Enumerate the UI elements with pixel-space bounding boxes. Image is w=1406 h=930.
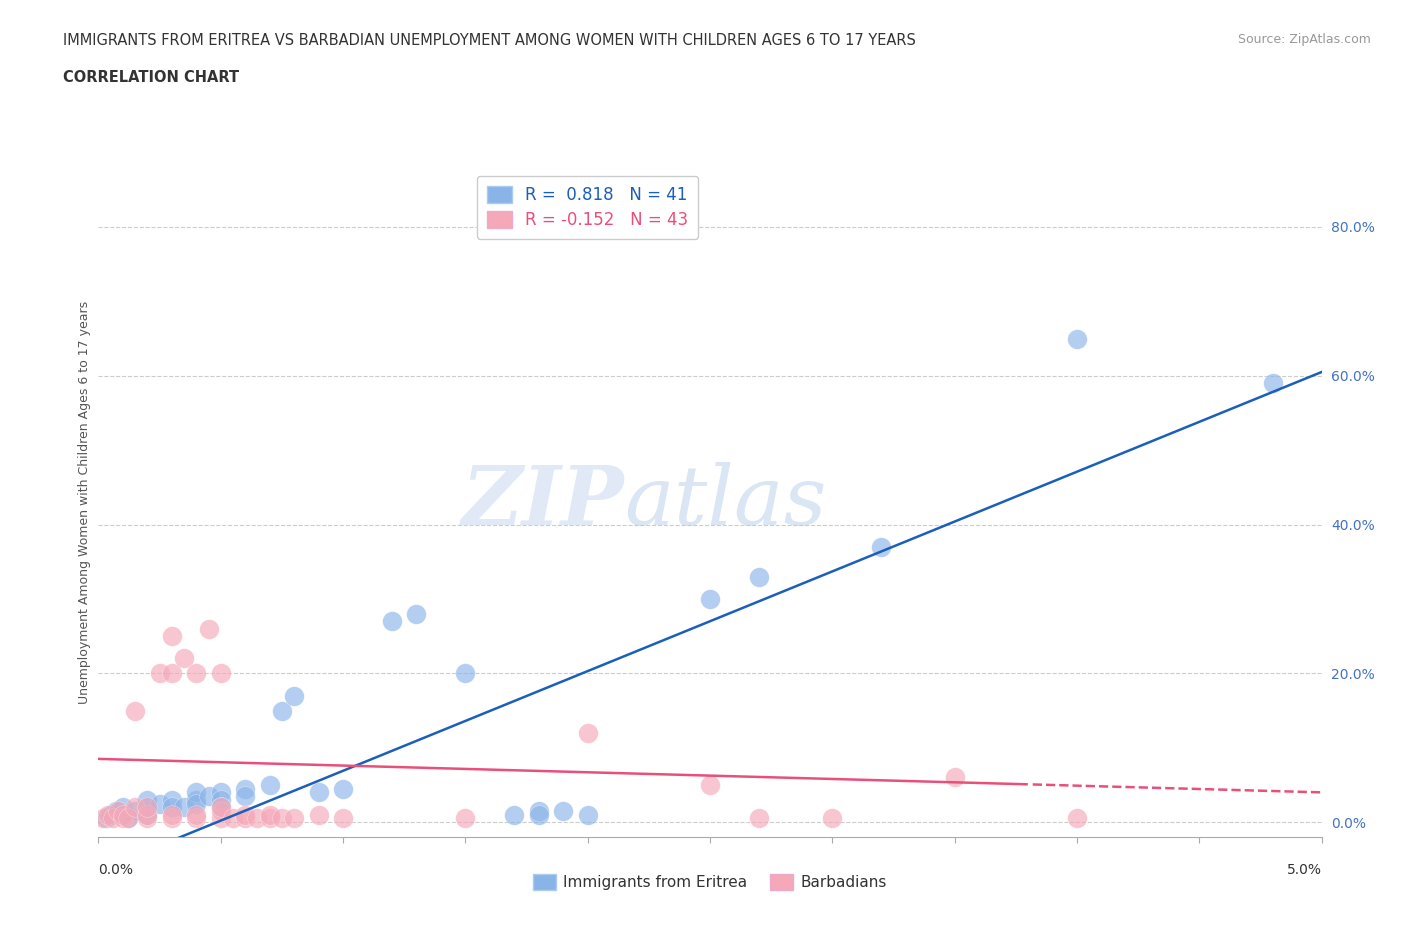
- Point: [308, 807, 330, 822]
- Point: [160, 629, 183, 644]
- Point: [270, 703, 292, 718]
- Point: [209, 800, 232, 815]
- Point: [186, 811, 208, 826]
- Point: [748, 569, 770, 584]
- Point: [209, 792, 232, 807]
- Point: [160, 807, 183, 822]
- Point: [186, 666, 208, 681]
- Text: ZIP: ZIP: [461, 462, 624, 542]
- Text: IMMIGRANTS FROM ERITREA VS BARBADIAN UNEMPLOYMENT AMONG WOMEN WITH CHILDREN AGES: IMMIGRANTS FROM ERITREA VS BARBADIAN UNE…: [63, 33, 917, 47]
- Point: [186, 807, 208, 822]
- Point: [270, 811, 292, 826]
- Point: [186, 796, 208, 811]
- Point: [111, 811, 134, 826]
- Point: [503, 807, 526, 822]
- Point: [283, 688, 305, 703]
- Point: [111, 807, 134, 822]
- Point: [1066, 811, 1088, 826]
- Point: [149, 796, 172, 811]
- Point: [209, 800, 232, 815]
- Point: [283, 811, 305, 826]
- Point: [381, 614, 404, 629]
- Point: [870, 539, 893, 554]
- Text: 0.0%: 0.0%: [98, 863, 134, 877]
- Text: atlas: atlas: [624, 462, 827, 542]
- Point: [259, 777, 281, 792]
- Point: [100, 807, 122, 822]
- Point: [576, 725, 599, 740]
- Text: CORRELATION CHART: CORRELATION CHART: [63, 70, 239, 85]
- Point: [111, 807, 134, 822]
- Point: [94, 811, 117, 826]
- Point: [233, 781, 256, 796]
- Point: [821, 811, 844, 826]
- Point: [104, 804, 127, 818]
- Point: [405, 606, 427, 621]
- Text: Source: ZipAtlas.com: Source: ZipAtlas.com: [1237, 33, 1371, 46]
- Point: [553, 804, 575, 818]
- Point: [136, 800, 159, 815]
- Point: [1261, 376, 1284, 391]
- Point: [136, 807, 159, 822]
- Point: [943, 770, 966, 785]
- Point: [136, 807, 159, 822]
- Point: [332, 781, 354, 796]
- Point: [160, 792, 183, 807]
- Point: [124, 703, 146, 718]
- Point: [259, 811, 281, 826]
- Point: [454, 811, 477, 826]
- Point: [160, 811, 183, 826]
- Point: [117, 811, 139, 826]
- Point: [91, 811, 114, 826]
- Point: [527, 807, 550, 822]
- Point: [209, 666, 232, 681]
- Point: [233, 811, 256, 826]
- Point: [186, 785, 208, 800]
- Point: [209, 811, 232, 826]
- Point: [576, 807, 599, 822]
- Y-axis label: Unemployment Among Women with Children Ages 6 to 17 years: Unemployment Among Women with Children A…: [79, 300, 91, 704]
- Point: [136, 811, 159, 826]
- Point: [197, 789, 219, 804]
- Point: [233, 789, 256, 804]
- Point: [454, 666, 477, 681]
- Point: [111, 800, 134, 815]
- Point: [160, 666, 183, 681]
- Point: [173, 651, 195, 666]
- Point: [149, 666, 172, 681]
- Point: [117, 811, 139, 826]
- Point: [173, 800, 195, 815]
- Point: [1066, 331, 1088, 346]
- Point: [222, 811, 245, 826]
- Text: 5.0%: 5.0%: [1286, 863, 1322, 877]
- Point: [527, 804, 550, 818]
- Point: [246, 811, 269, 826]
- Point: [699, 591, 721, 606]
- Legend: Immigrants from Eritrea, Barbadians: Immigrants from Eritrea, Barbadians: [527, 868, 893, 897]
- Point: [124, 804, 146, 818]
- Point: [124, 800, 146, 815]
- Point: [160, 800, 183, 815]
- Point: [209, 804, 232, 818]
- Point: [748, 811, 770, 826]
- Point: [332, 811, 354, 826]
- Point: [101, 811, 124, 826]
- Point: [186, 792, 208, 807]
- Point: [308, 785, 330, 800]
- Point: [107, 804, 129, 818]
- Point: [197, 621, 219, 636]
- Point: [136, 792, 159, 807]
- Point: [699, 777, 721, 792]
- Point: [97, 807, 120, 822]
- Point: [136, 800, 159, 815]
- Point: [209, 785, 232, 800]
- Point: [259, 807, 281, 822]
- Point: [233, 807, 256, 822]
